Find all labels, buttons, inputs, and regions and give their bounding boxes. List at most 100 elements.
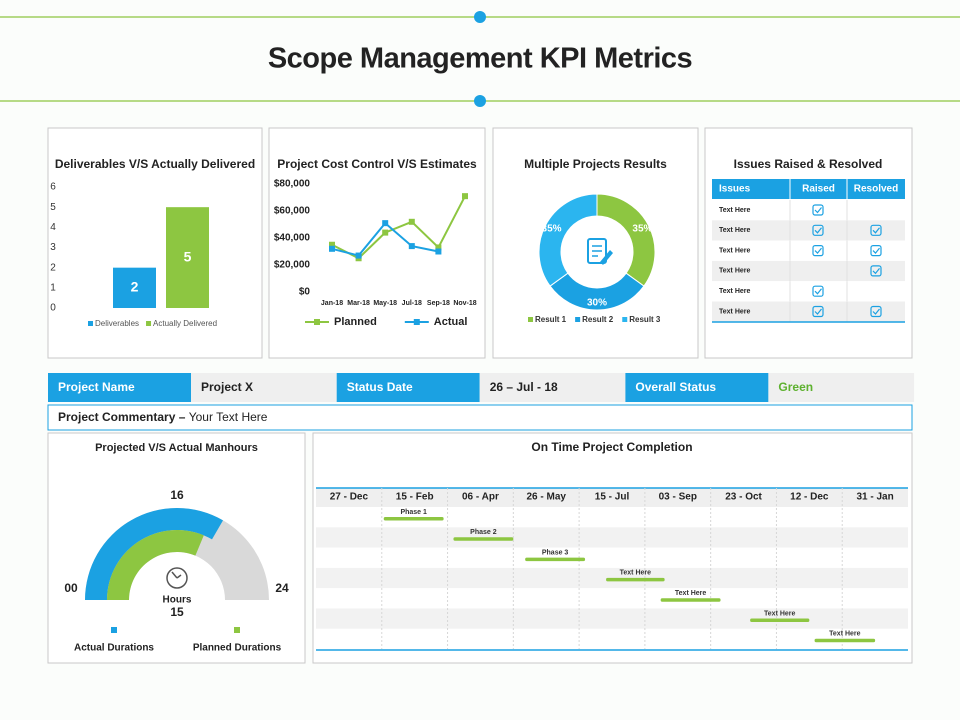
- timeline-date: 23 - Oct: [725, 492, 762, 503]
- status-label-cell: [625, 373, 769, 402]
- legend-swatch: [528, 317, 533, 322]
- clock-icon: [166, 567, 188, 589]
- check-tick: [814, 207, 822, 214]
- check-icon: [812, 305, 824, 318]
- doc-icon-lines: [592, 245, 602, 257]
- timeline-bar: [525, 557, 586, 562]
- x-tick-label: Mar-18: [347, 300, 370, 307]
- point: [329, 241, 335, 248]
- y-tick-label: 5: [50, 202, 56, 213]
- timeline-bar: [750, 618, 810, 622]
- timeline-date: 26 - May: [526, 492, 566, 503]
- legend-swatch: [234, 627, 240, 633]
- timeline-date: 06 - Apr: [462, 492, 499, 503]
- check-tick: [814, 247, 822, 254]
- table-row: [712, 260, 905, 282]
- point: [408, 218, 415, 225]
- table-title: Issues Raised & Resolved: [734, 157, 883, 171]
- timeline-label: Phase 2: [470, 529, 497, 536]
- y-tick-label: 3: [50, 242, 56, 253]
- y-tick-label: 0: [50, 303, 56, 314]
- check-icon: [812, 285, 824, 297]
- table-cell: Text Here: [719, 247, 750, 254]
- chart-title: Multiple Projects Results: [524, 157, 667, 171]
- legend-label: Actually Delivered: [153, 319, 217, 328]
- legend-label: Actual Durations: [74, 643, 154, 654]
- header-dot: [474, 95, 486, 107]
- y-tick-label: 2: [50, 262, 56, 273]
- commentary-text: Your Text Here: [189, 410, 268, 424]
- timeline-bar: [383, 517, 444, 521]
- y-tick-label: $20,000: [274, 260, 311, 271]
- gauge-tick-label: 00: [64, 581, 78, 595]
- pen-icon: [600, 250, 613, 265]
- point: [408, 243, 415, 250]
- x-tick-label: Jul-18: [402, 300, 422, 307]
- table-row: [712, 220, 905, 241]
- table-row: [712, 200, 905, 221]
- legend-label: Deliverables: [95, 319, 139, 328]
- legend-swatch: [88, 321, 93, 326]
- legend-swatch: [622, 317, 628, 322]
- timeline-row: [316, 608, 908, 629]
- commentary-label-text: Project Commentary –: [58, 410, 186, 424]
- legend-label: Planned Durations: [193, 643, 282, 654]
- x-tick-label: Nov-18: [453, 300, 476, 307]
- legend-marker: [413, 319, 420, 325]
- table-cell: Text Here: [719, 288, 750, 295]
- check-tick: [872, 247, 880, 254]
- line: [331, 195, 466, 260]
- check-icon: [870, 224, 882, 236]
- panel: [268, 127, 486, 359]
- legend-label: Planned: [334, 316, 377, 328]
- check-tick: [814, 308, 822, 315]
- commentary-label: Project Commentary – Your Text Here: [58, 410, 268, 424]
- status-value-cell: [479, 373, 626, 402]
- status-value: Project X: [201, 380, 253, 394]
- y-tick-label: $60,000: [274, 206, 311, 217]
- status-label-cell: [336, 373, 480, 402]
- timeline-date: 12 - Dec: [790, 492, 829, 503]
- gauge-value: 16: [170, 488, 184, 502]
- table-row: [712, 281, 905, 302]
- status-value: 26 – Jul - 18: [490, 380, 558, 394]
- panel: [47, 127, 263, 359]
- legend-label: Result 1: [535, 315, 567, 324]
- data-label: 5: [184, 248, 192, 264]
- legend-swatch: [146, 321, 152, 326]
- status-label: Overall Status: [635, 380, 716, 394]
- table-header-cell: Resolved: [854, 184, 898, 195]
- point: [435, 244, 442, 251]
- table-cell: Text Here: [719, 268, 750, 275]
- x-tick-label: May-18: [373, 300, 397, 307]
- doc-icon: [587, 238, 607, 264]
- check-tick: [872, 268, 880, 275]
- timeline-bar: [453, 537, 514, 541]
- timeline-label: Phase 1: [400, 509, 427, 516]
- timeline-label: Text Here: [764, 610, 795, 617]
- timeline-label: Text Here: [620, 570, 651, 577]
- timeline-row: [316, 527, 908, 548]
- data-label: 30%: [587, 298, 607, 309]
- bar: [113, 267, 156, 308]
- header-dot: [474, 11, 486, 23]
- bar: [166, 207, 209, 308]
- timeline-title: On Time Project Completion: [531, 440, 692, 454]
- chart-title: Projected V/S Actual Manhours: [95, 442, 258, 454]
- page-title: Scope Management KPI Metrics: [268, 43, 692, 75]
- timeline-bar: [814, 638, 876, 643]
- gauge-arc: [85, 508, 223, 600]
- timeline-row: [316, 588, 908, 609]
- point: [435, 248, 442, 255]
- status-label: Status Date: [347, 380, 413, 394]
- status-value: Green: [778, 380, 813, 394]
- chart-title: Project Cost Control V/S Estimates: [277, 157, 477, 171]
- timeline-label: Phase 3: [542, 549, 569, 556]
- clock-hands: [171, 571, 182, 579]
- timeline-label: Text Here: [829, 631, 860, 638]
- point: [382, 220, 389, 227]
- check-icon: [812, 204, 824, 216]
- timeline-bar: [660, 598, 721, 602]
- timeline-bar: [606, 577, 665, 582]
- point: [355, 252, 362, 259]
